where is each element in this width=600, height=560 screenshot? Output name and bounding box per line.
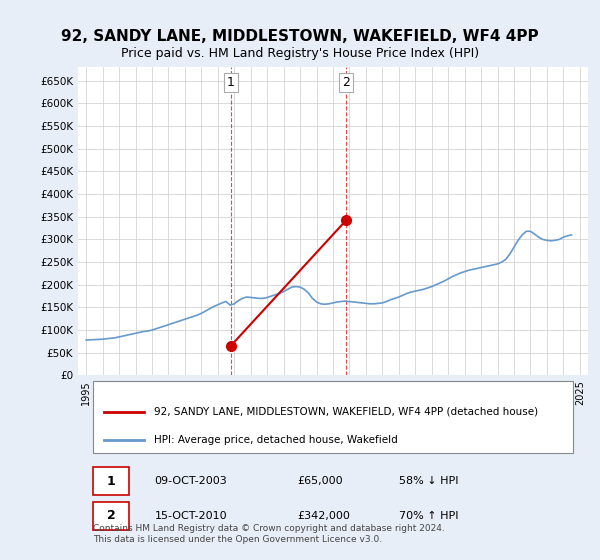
Text: 70% ↑ HPI: 70% ↑ HPI [400,511,459,521]
Text: 92, SANDY LANE, MIDDLESTOWN, WAKEFIELD, WF4 4PP (detached house): 92, SANDY LANE, MIDDLESTOWN, WAKEFIELD, … [155,407,539,417]
Text: 2: 2 [107,510,116,522]
Text: 09-OCT-2003: 09-OCT-2003 [155,476,227,486]
Text: 1: 1 [227,76,235,89]
FancyBboxPatch shape [94,467,129,495]
Text: £342,000: £342,000 [297,511,350,521]
Text: 92, SANDY LANE, MIDDLESTOWN, WAKEFIELD, WF4 4PP: 92, SANDY LANE, MIDDLESTOWN, WAKEFIELD, … [61,29,539,44]
FancyBboxPatch shape [94,381,573,454]
Text: 2: 2 [342,76,350,89]
Text: £65,000: £65,000 [297,476,343,486]
Text: 1: 1 [107,475,116,488]
Text: Price paid vs. HM Land Registry's House Price Index (HPI): Price paid vs. HM Land Registry's House … [121,46,479,60]
Text: HPI: Average price, detached house, Wakefield: HPI: Average price, detached house, Wake… [155,435,398,445]
FancyBboxPatch shape [94,502,129,530]
Text: 15-OCT-2010: 15-OCT-2010 [155,511,227,521]
Text: 58% ↓ HPI: 58% ↓ HPI [400,476,459,486]
Text: Contains HM Land Registry data © Crown copyright and database right 2024.
This d: Contains HM Land Registry data © Crown c… [94,524,445,544]
